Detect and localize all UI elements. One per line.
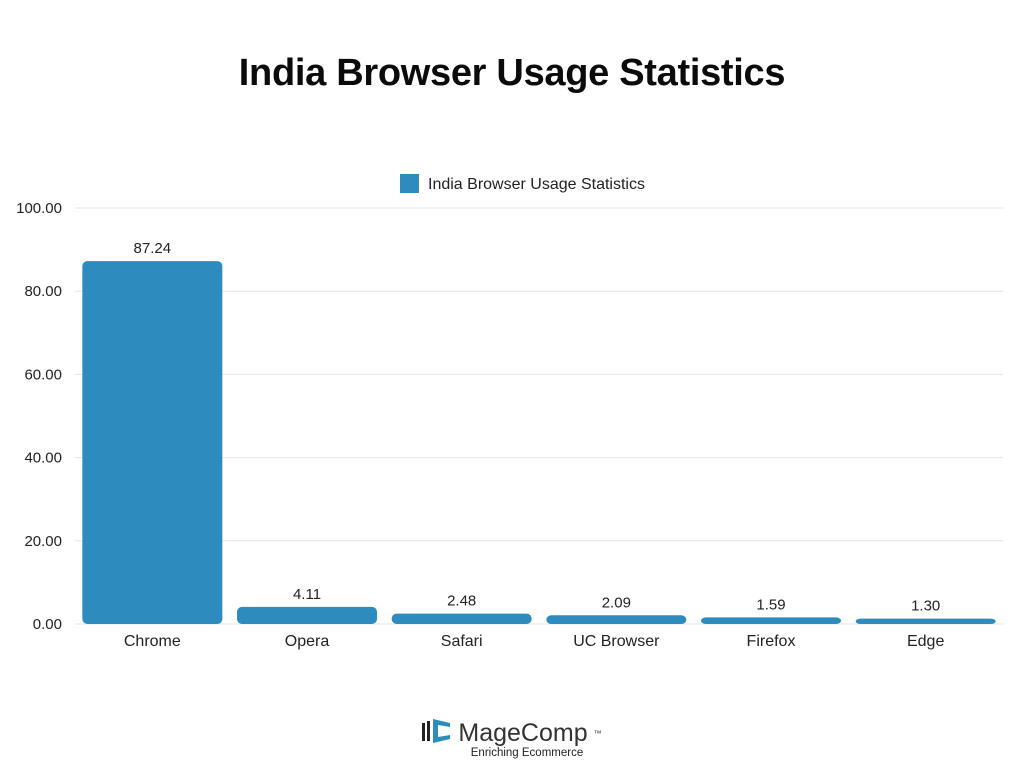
bar (701, 617, 841, 624)
y-tick-label: 100.00 (16, 200, 62, 217)
x-tick-label: Opera (285, 633, 330, 650)
x-tick-label: Chrome (124, 633, 181, 650)
x-tick-label: Firefox (747, 633, 796, 650)
y-tick-label: 40.00 (24, 450, 62, 467)
brand-tagline: Enriching Ecommerce (470, 747, 584, 759)
data-label: 1.59 (756, 596, 785, 613)
bar (82, 261, 223, 624)
bar-chart: 0.00 20.00 40.00 60.00 80.00 100.00 India Brow… (16, 174, 1003, 650)
bar (237, 606, 377, 624)
x-tick-label: Safari (441, 633, 483, 650)
y-tick-label: 80.00 (24, 283, 62, 300)
y-tick-label: 0.00 (33, 616, 62, 633)
y-tick-label: 60.00 (24, 366, 62, 383)
data-label: 87.24 (134, 240, 172, 257)
brand-logo: MageComp ™ Enriching Ecommerce (422, 718, 602, 759)
bar (546, 615, 687, 624)
data-label: 2.09 (602, 594, 631, 611)
brand-name: MageComp (458, 719, 588, 747)
y-tick-label: 20.00 (24, 533, 62, 550)
page-title: India Browser Usage Statistics (238, 52, 786, 94)
x-tick-label: Edge (907, 633, 944, 650)
data-label: 1.30 (911, 598, 940, 615)
trademark: ™ (593, 729, 602, 738)
magecomp-logo-icon (422, 718, 452, 749)
bar (855, 618, 996, 624)
legend-swatch (400, 174, 419, 193)
footer: MageComp ™ Enriching Ecommerce (0, 718, 1024, 759)
data-label: 4.11 (293, 586, 321, 603)
bar (391, 613, 532, 624)
data-label: 2.48 (447, 593, 476, 610)
x-tick-label: UC Browser (573, 633, 660, 650)
legend-label: India Browser Usage Statistics (428, 176, 645, 193)
